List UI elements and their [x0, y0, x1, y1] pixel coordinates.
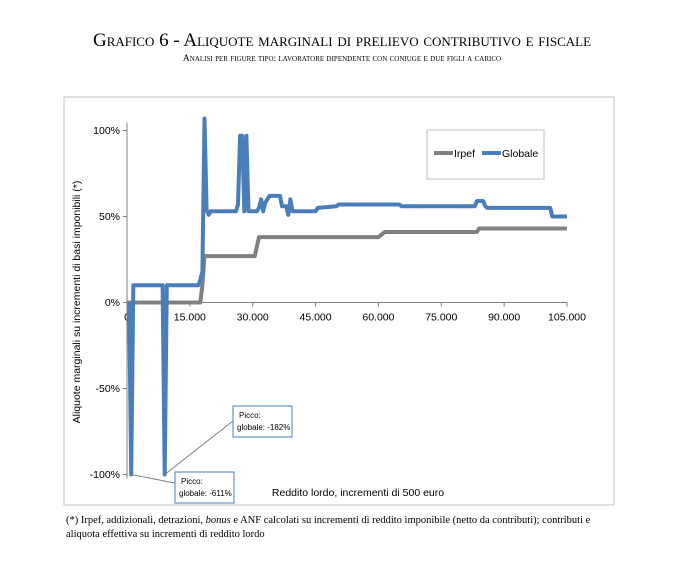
legend: Irpef Globale — [426, 129, 545, 180]
y-tick-label: 100% — [93, 125, 120, 137]
footnote: (*) Irpef, addizionali, detrazioni, bonu… — [66, 514, 626, 542]
x-tick-label: 105.000 — [548, 312, 586, 324]
footnote-text-italic: bonus — [205, 515, 231, 526]
x-tick-label: 75.000 — [425, 312, 457, 324]
chart-subtitle: Analisi per figure tipo: lavoratore dipe… — [182, 54, 502, 64]
x-tick-label: 45.000 — [300, 312, 332, 324]
x-tick-label: 30.000 — [237, 312, 269, 324]
callout-text: Picco: — [181, 477, 203, 486]
callout-leader — [164, 420, 234, 475]
axes: -100% -50% 0% 50% 100% 0 15.000 30.000 45.000 60.… — [90, 122, 586, 481]
y-axis-label: Aliquote marginali su incrementi di basi… — [71, 181, 83, 424]
callout-text: Picco: — [239, 411, 261, 420]
callout-box — [232, 405, 293, 438]
chart-title: Grafico 6 - Aliquote marginali di prelie… — [92, 30, 592, 51]
x-tick-label: 60.000 — [362, 312, 394, 324]
x-tick-label: 15.000 — [174, 312, 206, 324]
series-line-irpef — [127, 226, 567, 305]
series-layer — [127, 116, 567, 477]
footnote-marker: (*) — [66, 515, 79, 526]
callout-text: globale: -182% — [237, 423, 290, 432]
y-tick-label: -100% — [90, 469, 120, 481]
annotations: Picco: globale: -182% Picco: globale: -611% — [131, 405, 293, 504]
y-tick-label: -50% — [95, 383, 120, 395]
x-axis-label: Reddito lordo, incrementi di 500 euro — [272, 487, 444, 499]
footnote-text-post: e ANF calcolati su incrementi di reddito… — [66, 515, 591, 540]
y-tick-label: 50% — [99, 211, 120, 223]
callout-box — [174, 471, 235, 504]
chart: -100% -50% 0% 50% 100% 0 15.000 30.000 45.000 60.… — [63, 96, 615, 506]
x-tick-label: 0 — [124, 312, 130, 324]
legend-label-irpef: Irpef — [454, 148, 475, 160]
y-tick-label: 0% — [105, 297, 120, 309]
x-tick-label: 90.000 — [488, 312, 520, 324]
series-line-globale — [127, 116, 567, 477]
callout-text: globale: -611% — [179, 489, 232, 498]
footnote-text-pre: Irpef, addizionali, detrazioni, — [78, 515, 206, 526]
legend-label-globale: Globale — [502, 148, 538, 160]
